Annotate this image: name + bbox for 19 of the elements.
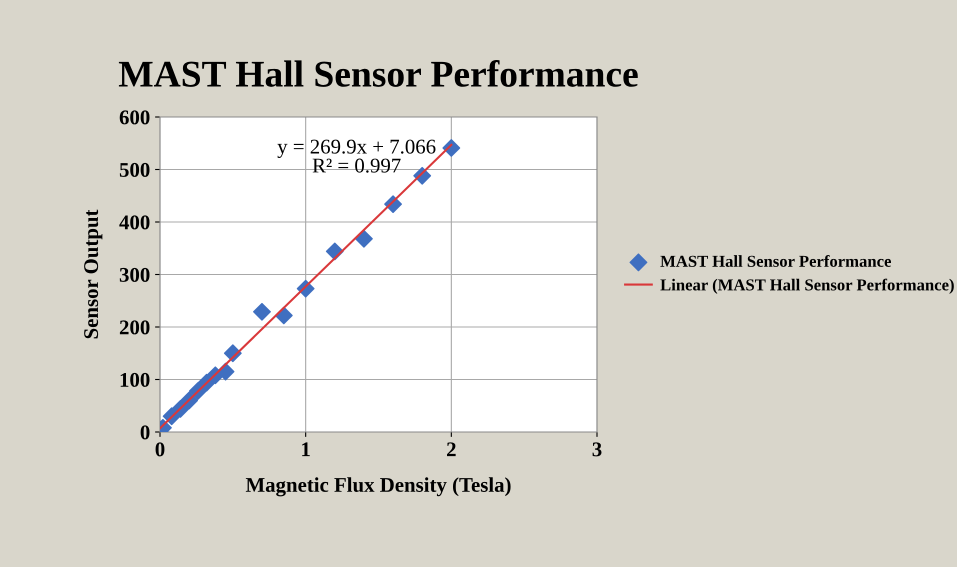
y-tick-label: 100 — [120, 372, 150, 387]
chart-title: MAST Hall Sensor Performance — [118, 60, 638, 87]
y-tick-label: 0 — [140, 425, 150, 440]
y-tick-label: 600 — [120, 110, 150, 124]
legend-label: MAST Hall Sensor Performance — [660, 255, 891, 267]
point — [355, 230, 373, 248]
x-tick-label: 1 — [302, 442, 310, 456]
y-axis-title: Sensor Output — [84, 210, 102, 338]
x-tick-label: 2 — [447, 442, 456, 456]
x-tick-label: 0 — [156, 442, 164, 456]
x-tick-label: 3 — [592, 442, 602, 456]
y-tick-label: 500 — [120, 162, 150, 177]
point — [253, 302, 271, 321]
legend-label: Linear (MAST Hall Sensor Performance) — [660, 278, 954, 294]
y-tick-label: 400 — [119, 215, 150, 230]
y-tick-label: 300 — [120, 268, 150, 282]
y-tick-label: 200 — [120, 320, 150, 334]
x-axis-title: Magnetic Flux Density (Tesla) — [246, 477, 511, 496]
annotation: y = 269.9x + 7.066 R² = 0.997 — [277, 140, 436, 173]
